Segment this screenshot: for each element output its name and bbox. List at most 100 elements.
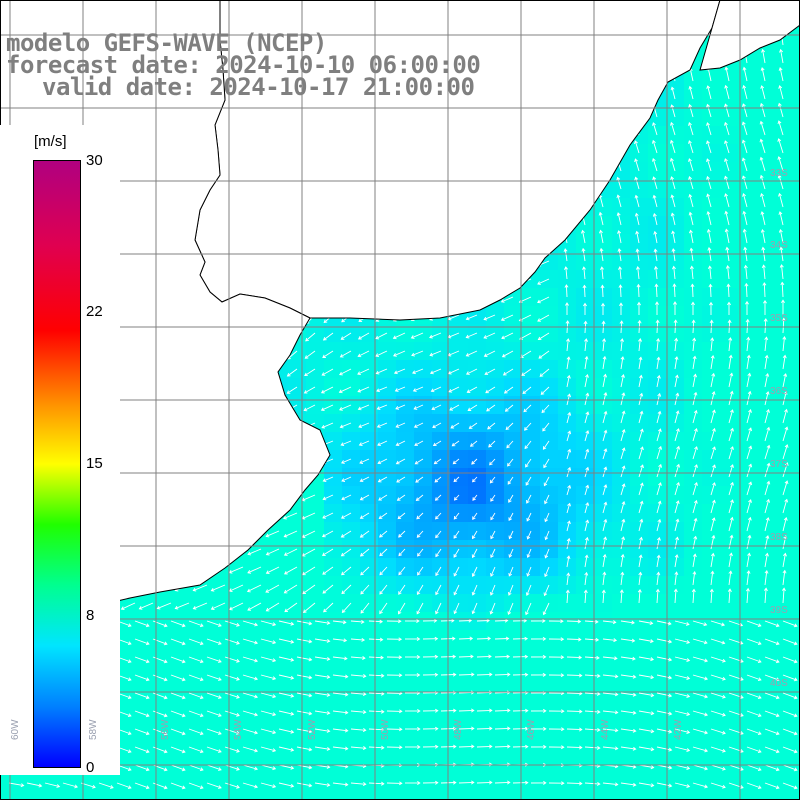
wind-arrow-head — [522, 390, 527, 395]
wind-arrow-head — [375, 335, 380, 340]
wind-arrow — [566, 431, 571, 442]
wind-arrow-head — [340, 442, 345, 446]
wind-arrow-head — [322, 515, 326, 519]
wind-arrow — [602, 430, 607, 442]
wind-arrow-head — [619, 320, 624, 324]
wind-arrow — [376, 368, 388, 374]
wind-arrow — [782, 480, 788, 496]
wind-arrow — [469, 422, 478, 429]
wind-arrow-head — [762, 282, 767, 286]
wind-arrow — [782, 373, 787, 388]
wind-arrow — [743, 67, 748, 82]
wind-arrow-head — [693, 409, 698, 414]
wind-arrow-head — [778, 67, 783, 71]
wind-arrow-head — [741, 157, 746, 162]
wind-arrow — [484, 368, 496, 375]
wind-arrow-head — [395, 460, 400, 465]
wind-arrow-head — [766, 498, 771, 503]
wind-arrow-head — [688, 193, 693, 198]
wind-arrow-head — [490, 535, 494, 540]
wind-arrow — [415, 476, 424, 483]
wind-arrow-head — [711, 390, 716, 395]
wind-arrow-head — [525, 481, 530, 486]
wind-arrow — [728, 391, 733, 406]
wind-arrow — [674, 554, 678, 568]
wind-arrow-head — [688, 85, 693, 90]
wind-arrow — [506, 440, 514, 449]
wind-arrow-head — [359, 478, 364, 483]
wind-arrow — [287, 350, 298, 360]
wind-arrow-head — [759, 138, 764, 143]
wind-arrow — [674, 572, 678, 586]
wind-arrow — [706, 122, 712, 136]
wind-arrow-head — [156, 605, 161, 610]
wind-arrow — [764, 535, 769, 550]
wind-arrow-head — [521, 372, 526, 376]
wind-arrow — [692, 536, 697, 550]
wind-arrow — [764, 427, 770, 442]
wind-arrow — [448, 350, 460, 356]
wind-arrow-head — [710, 354, 715, 359]
wind-arrow-head — [748, 445, 753, 450]
wind-arrow — [507, 602, 514, 615]
wind-arrow — [454, 494, 460, 501]
wind-arrow-head — [784, 462, 789, 466]
wind-arrow — [724, 122, 730, 136]
wind-arrow — [674, 446, 680, 460]
wind-arrow — [398, 566, 406, 575]
wind-arrow — [341, 440, 352, 446]
wind-arrow-head — [710, 337, 715, 341]
wind-arrow-head — [620, 571, 625, 576]
wind-arrow-head — [508, 517, 512, 522]
wind-arrow — [360, 548, 370, 557]
wind-arrow-head — [782, 336, 787, 340]
wind-arrow-head — [639, 500, 644, 505]
wind-arrow-head — [505, 426, 510, 430]
wind-arrow — [396, 422, 406, 428]
wind-arrow — [674, 428, 680, 442]
wind-arrow-head — [490, 573, 494, 577]
wind-arrow — [674, 393, 679, 406]
wind-arrow — [322, 548, 334, 556]
wind-arrow-head — [689, 247, 694, 252]
wind-arrow-head — [542, 611, 547, 616]
wind-arrow-head — [247, 570, 252, 574]
wind-arrow-head — [603, 448, 608, 453]
wind-arrow — [377, 458, 388, 464]
wind-arrow — [710, 373, 715, 388]
wind-arrow-head — [525, 463, 529, 468]
wind-arrow — [764, 409, 770, 424]
wind-arrow — [323, 602, 334, 613]
wind-arrow — [284, 566, 298, 575]
wind-arrow — [435, 494, 442, 501]
wind-arrow-head — [657, 392, 662, 397]
wind-arrow-head — [603, 536, 608, 541]
wind-arrow-head — [760, 228, 765, 233]
wind-arrow — [618, 230, 622, 244]
wind-arrow-head — [283, 552, 288, 556]
wind-arrow — [429, 332, 442, 339]
wind-arrow-head — [671, 230, 676, 235]
wind-arrow — [229, 566, 244, 574]
wind-arrow — [671, 195, 676, 208]
wind-arrow — [778, 175, 784, 190]
wind-arrow-head — [359, 534, 364, 538]
wind-arrow-head — [435, 515, 439, 520]
wind-arrow-head — [784, 426, 789, 431]
wind-arrow-head — [414, 460, 419, 465]
wind-arrow-head — [506, 444, 510, 449]
wind-arrow — [692, 518, 697, 532]
wind-arrow — [617, 212, 622, 226]
wind-arrow — [656, 537, 660, 550]
wind-arrow — [541, 404, 550, 413]
wind-arrow-head — [658, 445, 663, 450]
wind-arrow — [653, 176, 658, 190]
wind-arrow — [746, 464, 752, 478]
wind-cell — [792, 522, 800, 540]
wind-cell — [378, 792, 396, 800]
wind-arrow — [727, 265, 730, 280]
wind-arrow-head — [730, 427, 734, 432]
wind-arrow-head — [537, 281, 541, 285]
wind-arrow — [537, 296, 550, 303]
wind-arrow-head — [585, 502, 590, 506]
